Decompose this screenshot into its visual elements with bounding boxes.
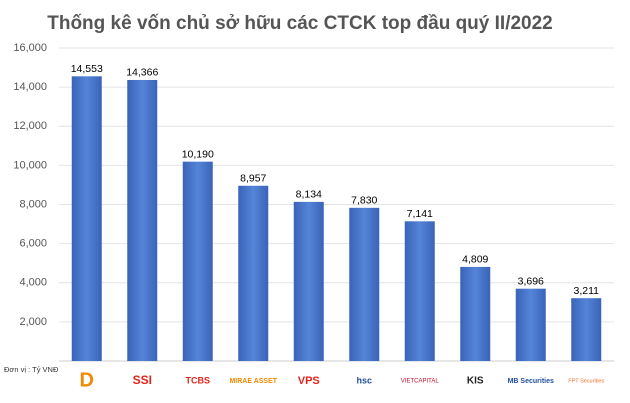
value-label: 14,553 xyxy=(71,63,103,75)
category-logo: hsc xyxy=(356,375,372,385)
value-label: 8,134 xyxy=(296,189,322,201)
chart-title: Thống kê vốn chủ sở hữu các CTCK top đầu… xyxy=(47,13,553,34)
bar xyxy=(349,207,380,361)
bar xyxy=(71,76,102,361)
value-label: 10,190 xyxy=(182,148,214,160)
y-tick-label: 2,000 xyxy=(19,316,47,328)
bar xyxy=(571,298,602,361)
y-tick-label: 14,000 xyxy=(13,81,47,93)
value-label: 8,957 xyxy=(240,173,266,185)
value-label: 7,830 xyxy=(351,195,377,207)
y-tick-label: 12,000 xyxy=(13,120,47,132)
bar xyxy=(515,288,546,361)
category-logo: D xyxy=(80,369,94,391)
y-tick-label: 10,000 xyxy=(13,159,47,171)
bar xyxy=(460,266,491,361)
y-tick-label: 6,000 xyxy=(19,238,47,250)
y-tick-label: 4,000 xyxy=(19,277,47,289)
category-logo: MIRAE ASSET xyxy=(229,378,277,385)
bar xyxy=(238,185,269,361)
bar xyxy=(182,161,213,361)
category-logo: TCBS xyxy=(186,375,211,385)
unit-note: Đơn vị : Tỷ VNĐ xyxy=(4,365,59,374)
value-label: 3,696 xyxy=(518,275,544,287)
bar xyxy=(293,201,324,361)
y-tick-label: 16,000 xyxy=(13,42,47,54)
value-label: 3,211 xyxy=(574,285,600,297)
category-logo: SSI xyxy=(133,373,152,387)
category-logo: KIS xyxy=(467,376,484,387)
category-logo: VIETCAPITAL xyxy=(401,379,440,385)
value-label: 14,366 xyxy=(126,67,158,79)
value-label: 7,141 xyxy=(407,208,433,220)
bar xyxy=(404,221,435,361)
category-logo: VPS xyxy=(298,375,320,387)
category-logo: FPT Securities xyxy=(568,378,604,384)
y-tick-label: 8,000 xyxy=(19,198,47,210)
value-label: 4,809 xyxy=(462,254,488,266)
category-logo: MB Securities xyxy=(508,378,554,385)
bar xyxy=(127,79,158,362)
